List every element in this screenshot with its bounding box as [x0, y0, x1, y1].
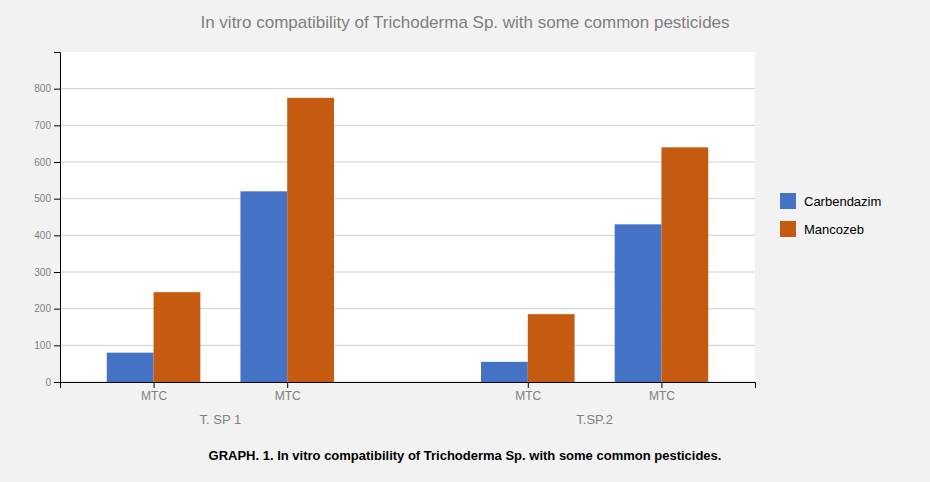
- y-tick-mark: [54, 272, 60, 273]
- y-tick: 200: [34, 303, 60, 314]
- grid-line: [60, 88, 755, 89]
- grid-line: [60, 162, 755, 163]
- x-tick: MTC: [649, 382, 675, 403]
- y-tick-label: 300: [34, 267, 51, 278]
- legend-swatch: [780, 221, 796, 237]
- y-tick-mark: [54, 309, 60, 310]
- x-tick-label: MTC: [275, 389, 301, 403]
- y-tick-mark: [54, 199, 60, 200]
- chart: 0 100 200 300 400 500 600 700 800 MTC MTC MTC MTC T. …: [0, 0, 930, 482]
- bar: [287, 98, 334, 382]
- y-tick-label: 700: [34, 120, 51, 131]
- bar: [107, 353, 154, 382]
- plot: 0 100 200 300 400 500 600 700 800 MTC MTC MTC MTC T. …: [34, 52, 755, 427]
- grid-line: [60, 125, 755, 126]
- group-label: T.SP.2: [576, 412, 613, 427]
- y-tick-mark: [54, 162, 60, 163]
- y-tick-label: 400: [34, 230, 51, 241]
- bar: [481, 362, 528, 382]
- bar: [615, 224, 662, 382]
- y-tick: 800: [34, 83, 60, 94]
- y-tick-mark: [54, 345, 60, 346]
- y-tick-mark: [54, 125, 60, 126]
- x-tick-mark: [528, 382, 529, 388]
- x-tick-mark: [287, 382, 288, 388]
- grid: [60, 89, 755, 382]
- y-tick-label: 600: [34, 157, 51, 168]
- y-tick-label: 800: [34, 83, 51, 94]
- x-tick-label: MTC: [515, 389, 541, 403]
- legend-label: Mancozeb: [804, 222, 864, 237]
- x-tick-label: MTC: [649, 389, 675, 403]
- bar: [240, 191, 287, 382]
- x-axis-line: [61, 383, 756, 389]
- y-tick-mark: [54, 89, 60, 90]
- x-tick: MTC: [141, 382, 167, 403]
- y-tick: 400: [34, 230, 60, 241]
- y-tick: 0: [45, 377, 60, 388]
- x-tick: MTC: [275, 382, 301, 403]
- y-tick-label: 200: [34, 303, 51, 314]
- y-axis-line: [54, 53, 61, 383]
- caption: GRAPH. 1. In vitro compatibility of Tric…: [209, 448, 722, 463]
- title: In vitro compatibility of Trichoderma Sp…: [200, 13, 729, 32]
- bar: [661, 147, 708, 382]
- y-tick-label: 100: [34, 340, 51, 351]
- x-tick-mark: [661, 382, 662, 388]
- legend-label: Carbendazim: [804, 194, 881, 209]
- y-tick: 500: [34, 193, 60, 204]
- y-tick-label: 500: [34, 193, 51, 204]
- legend-item: Carbendazim: [780, 193, 881, 209]
- y-tick: 100: [34, 340, 60, 351]
- y-tick: 700: [34, 120, 60, 131]
- plot-background: [60, 52, 755, 382]
- legend-item: Mancozeb: [780, 221, 864, 237]
- series: [107, 191, 662, 382]
- legend: Carbendazim Mancozeb: [780, 193, 881, 237]
- bar: [528, 314, 575, 382]
- series: [154, 98, 709, 382]
- x-tick-mark: [154, 382, 155, 388]
- y-tick: 300: [34, 267, 60, 278]
- bars: [107, 98, 708, 382]
- legend-swatch: [780, 193, 796, 209]
- x-tick-label: MTC: [141, 389, 167, 403]
- background: [0, 0, 930, 482]
- bar: [154, 292, 201, 382]
- x-axis: MTC MTC MTC MTC: [61, 382, 756, 403]
- group-label: T. SP 1: [200, 412, 242, 427]
- y-tick-mark: [54, 235, 60, 236]
- y-tick: 600: [34, 157, 60, 168]
- y-axis: 0 100 200 300 400 500 600 700 800: [34, 53, 60, 388]
- x-tick: MTC: [515, 382, 541, 403]
- y-tick-label: 0: [45, 377, 51, 388]
- y-tick-mark: [54, 382, 60, 383]
- grid-line: [60, 198, 755, 199]
